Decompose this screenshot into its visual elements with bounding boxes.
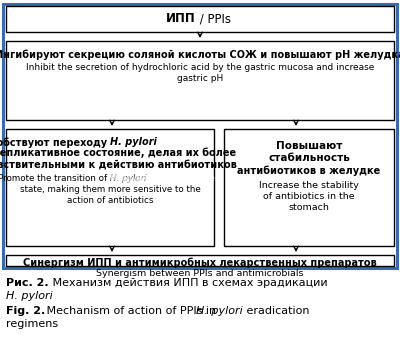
Text: стабильность: стабильность [268, 153, 350, 163]
Text: Рис. 2.: Рис. 2. [6, 278, 49, 288]
Text: / PPIs: / PPIs [196, 13, 231, 25]
Text: H. pylori to a replicative: H. pylori to a replicative [110, 174, 215, 183]
Text: чувствительными к действию антибиотиков: чувствительными к действию антибиотиков [0, 159, 236, 170]
Bar [6, 129, 214, 246]
Text: антибиотиков в желудке: антибиотиков в желудке [237, 165, 381, 176]
Text: Fig. 2.: Fig. 2. [6, 306, 45, 316]
Bar [6, 41, 394, 120]
Bar [6, 6, 394, 32]
Text: Synergism between PPIs and antimicrobials: Synergism between PPIs and antimicrobial… [96, 269, 304, 278]
Text: of antibiotics in the: of antibiotics in the [263, 192, 355, 201]
Text: Promote the transition of: Promote the transition of [0, 174, 110, 183]
Text: H. pylori: H. pylori [6, 291, 53, 301]
Bar [6, 255, 394, 266]
Text: Способствуют переходу: Способствуют переходу [0, 137, 110, 147]
Bar [224, 129, 394, 246]
Text: Повышают: Повышают [276, 141, 342, 151]
Text: Inhibit the secretion of hydrochloric acid by the gastric mucosa and increase: Inhibit the secretion of hydrochloric ac… [26, 63, 374, 72]
Text: Ингибируют секрецию соляной кислоты СОЖ и повышают рН желудка: Ингибируют секрецию соляной кислоты СОЖ … [0, 49, 400, 59]
Bar [3, 4, 397, 268]
Text: Синергизм ИПП и антимикробных лекарственных препаратов: Синергизм ИПП и антимикробных лекарствен… [23, 258, 377, 269]
Text: action of antibiotics: action of antibiotics [67, 196, 153, 205]
Text: eradication: eradication [243, 306, 310, 316]
Text: H. pylori: H. pylori [110, 174, 146, 183]
Text: gastric pH: gastric pH [177, 74, 223, 83]
Text: ИПП: ИПП [166, 13, 196, 25]
Text: H. pylori: H. pylori [110, 137, 157, 147]
Text: Механизм действия ИПП в схемах эрадикации: Механизм действия ИПП в схемах эрадикаци… [49, 278, 328, 288]
Text: state, making them more sensitive to the: state, making them more sensitive to the [20, 185, 200, 194]
Text: H. pylori: H. pylori [196, 306, 243, 316]
Text: stomach: stomach [288, 203, 330, 212]
Text: Mechanism of action of PPIs in: Mechanism of action of PPIs in [43, 306, 220, 316]
Text: в репликативное состояние, делая их более: в репликативное состояние, делая их боле… [0, 148, 236, 158]
Text: regimens: regimens [6, 319, 58, 329]
Text: Increase the stability: Increase the stability [259, 181, 359, 190]
